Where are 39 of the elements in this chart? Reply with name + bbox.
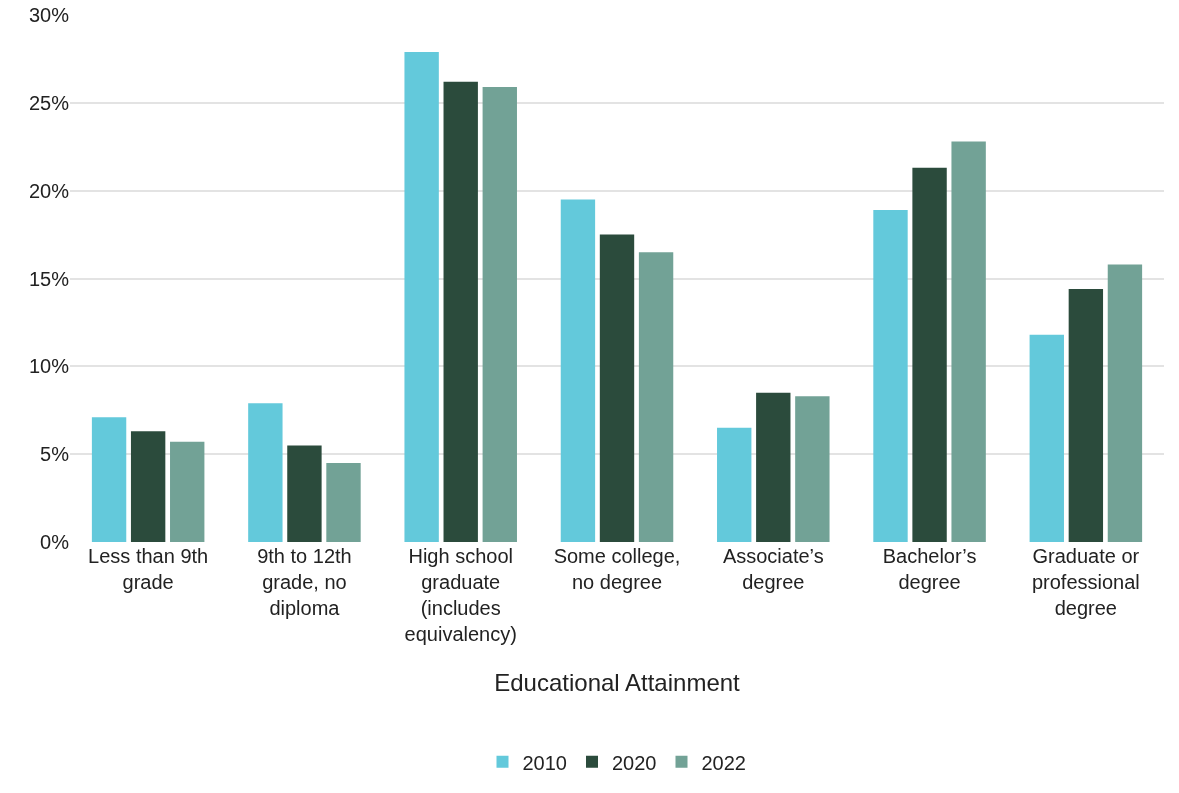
legend-label: 2020 xyxy=(612,751,657,774)
y-tick-label: 15% xyxy=(28,267,70,290)
bar xyxy=(443,81,478,542)
y-tick-label: 30% xyxy=(28,4,70,26)
bar xyxy=(326,462,361,542)
x-tick-label: High school graduate (includes equivalency) xyxy=(404,545,517,645)
x-tick-label: Less than 9th grade xyxy=(88,545,209,593)
bar xyxy=(912,167,947,542)
bar xyxy=(795,396,830,542)
x-tick-label: Associate’s degree xyxy=(722,545,824,593)
x-tick-label: 9th to 12th grade, no diploma xyxy=(257,545,352,619)
y-tick-label: 10% xyxy=(28,355,70,378)
bar xyxy=(560,199,596,542)
y-tick-label: 0% xyxy=(40,531,70,553)
bar xyxy=(1068,289,1104,542)
x-tick-label: Some college, no degree xyxy=(553,545,681,593)
bar xyxy=(1029,334,1064,542)
bar xyxy=(638,252,674,542)
bar xyxy=(91,417,127,542)
bar xyxy=(482,87,517,542)
bar xyxy=(1107,264,1143,542)
bar xyxy=(248,403,283,542)
bar xyxy=(756,392,791,542)
bar xyxy=(717,427,752,542)
x-tick-label: Bachelor’s degree xyxy=(882,545,977,593)
y-tick-label: 25% xyxy=(28,91,70,114)
legend-label: 2022 xyxy=(701,751,746,774)
legend-label: 2010 xyxy=(522,751,567,774)
bar xyxy=(404,51,439,542)
y-tick-label: 5% xyxy=(40,443,70,466)
bar xyxy=(170,441,205,542)
bar xyxy=(287,445,322,542)
x-axis-title: Educational Attainment xyxy=(494,669,741,697)
bar xyxy=(951,141,986,542)
y-tick-label: 20% xyxy=(28,179,70,202)
bar xyxy=(599,234,635,542)
x-tick-label: Graduate or professional degree xyxy=(1031,545,1140,619)
bar xyxy=(873,209,908,542)
bar xyxy=(130,431,166,542)
